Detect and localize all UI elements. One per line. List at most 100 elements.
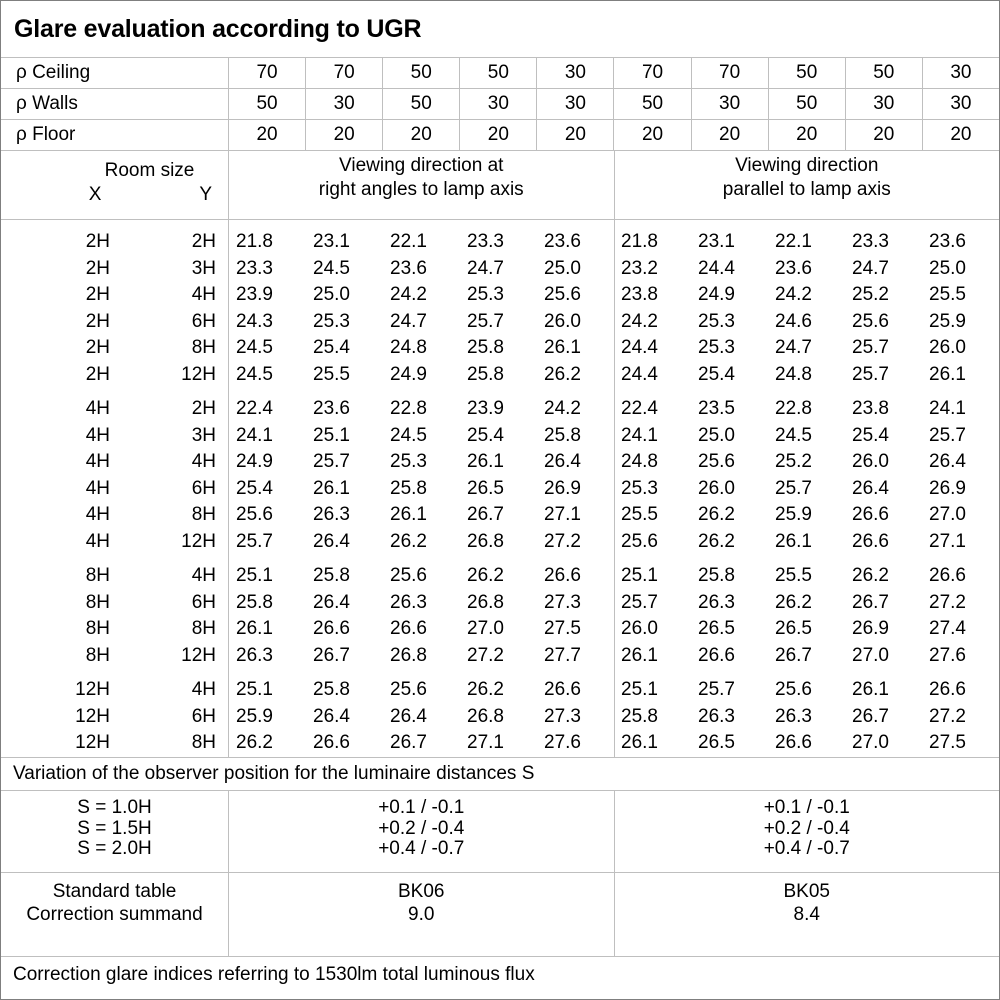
ugr-value-cell: 24.7 [390, 310, 427, 332]
ugr-value-cell: 25.1 [621, 679, 658, 700]
ugr-block: 12H 4H 25.1 25.8 25.6 26.2 26.6 25.1 25.7 25.6 26.… [1, 677, 999, 757]
room-x-cell: 2H [85, 284, 110, 305]
standard-value: BK05 [783, 881, 830, 902]
ugr-value-cell: 26.0 [929, 337, 966, 358]
ugr-value-cell: 24.7 [852, 257, 889, 279]
ugr-value-cell: 26.7 [467, 504, 504, 525]
reflectance-value: 30 [950, 93, 972, 114]
ugr-row: 2H 6H 24.3 25.3 24.7 25.7 26.0 24.2 25.3 24.6 25.6… [1, 309, 999, 336]
variation-value: +0.4 / -0.7 [763, 838, 850, 859]
ugr-value-cell: 25.6 [775, 679, 812, 700]
ugr-value-cell: 27.3 [544, 705, 581, 727]
room-y-cell: 6H [191, 705, 216, 727]
ugr-row: 8H 8H 26.1 26.6 26.6 27.0 27.5 26.0 26.5 26.5 26.9… [1, 616, 999, 643]
footer-note: Correction glare indices referring to 15… [13, 964, 535, 985]
room-y-cell: 4H [191, 565, 216, 586]
variation-s-label: S = 1.0H [77, 797, 152, 818]
reflectance-value: 50 [846, 58, 923, 88]
standard-parallel: BK05 8.4 [615, 873, 1000, 956]
standard-value: 9.0 [408, 903, 435, 925]
reflectance-row: ρ Floor 20 20 20 20 20 20 20 20 20 20 [1, 120, 999, 151]
ugr-value-cell: 24.2 [390, 284, 427, 305]
ugr-value-cell: 26.0 [852, 451, 889, 472]
room-x-cell: 8H [85, 565, 110, 586]
standard-right-angles: BK06 9.0 [229, 873, 615, 956]
ugr-value-cell: 25.6 [621, 530, 658, 552]
ugr-value-cell: 25.2 [852, 284, 889, 305]
ugr-value-cell: 26.6 [852, 530, 889, 552]
ugr-value-cell: 26.1 [929, 363, 966, 385]
ugr-value-cell: 25.8 [313, 679, 350, 700]
reflectance-value: 70 [692, 58, 769, 88]
ugr-value-cell: 25.6 [852, 310, 889, 332]
reflectance-value: 50 [460, 58, 538, 88]
room-x-cell: 4H [85, 451, 110, 472]
ugr-value-cell: 24.3 [236, 310, 273, 332]
reflectance-value: 50 [614, 89, 692, 119]
viewing-direction-line: Viewing direction [735, 155, 879, 176]
ugr-value-cell: 26.2 [775, 591, 812, 613]
ugr-value-cell: 26.5 [467, 477, 504, 499]
ugr-value-cell: 27.3 [544, 591, 581, 613]
ugr-value-cell: 26.3 [775, 705, 812, 727]
ugr-value-cell: 25.7 [775, 477, 812, 499]
room-x-cell: 4H [85, 530, 110, 552]
ugr-value-cell: 25.7 [621, 591, 658, 613]
ugr-row: 2H 8H 24.5 25.4 24.8 25.8 26.1 24.4 25.3 24.7 25.7… [1, 335, 999, 362]
room-x-cell: 12H [75, 705, 110, 727]
ugr-value-cell: 27.0 [852, 644, 889, 666]
ugr-value-cell: 23.3 [236, 257, 273, 279]
ugr-value-cell: 25.8 [390, 477, 427, 499]
room-y-cell: 6H [191, 591, 216, 613]
ugr-value-cell: 26.4 [929, 451, 966, 472]
ugr-row: 4H 3H 24.1 25.1 24.5 25.4 25.8 24.1 25.0 24.5 25.4… [1, 423, 999, 450]
page-title: Glare evaluation according to UGR [1, 1, 999, 58]
room-y-cell: 12H [181, 644, 216, 666]
ugr-value-cell: 24.6 [775, 310, 812, 332]
ugr-value-cell: 25.1 [313, 424, 350, 446]
ugr-value-cell: 27.6 [929, 644, 966, 666]
ugr-value-cell: 24.7 [467, 257, 504, 279]
ugr-value-cell: 26.0 [544, 310, 581, 332]
ugr-value-cell: 25.2 [775, 451, 812, 472]
reflectance-value: 50 [769, 58, 846, 88]
ugr-value-cell: 26.8 [467, 530, 504, 552]
ugr-value-cell: 23.8 [852, 398, 889, 419]
ugr-value-cell: 24.8 [775, 363, 812, 385]
ugr-value-cell: 23.1 [313, 231, 350, 252]
room-x-cell: 2H [85, 310, 110, 332]
ugr-value-cell: 25.8 [467, 363, 504, 385]
reflectance-value: 70 [306, 58, 384, 88]
ugr-row: 4H 2H 22.4 23.6 22.8 23.9 24.2 22.4 23.5 22.8 23.8… [1, 396, 999, 423]
ugr-value-cell: 26.1 [852, 679, 889, 700]
ugr-value-cell: 26.1 [467, 451, 504, 472]
ugr-value-cell: 24.1 [236, 424, 273, 446]
ugr-value-cell: 25.7 [929, 424, 966, 446]
ugr-row: 12H 4H 25.1 25.8 25.6 26.2 26.6 25.1 25.7 25.6 26.… [1, 677, 999, 704]
ugr-value-cell: 25.7 [698, 679, 735, 700]
ugr-value-cell: 25.6 [544, 284, 581, 305]
variation-s-label: S = 1.5H [77, 817, 152, 839]
ugr-value-cell: 26.7 [775, 644, 812, 666]
ugr-value-cell: 24.4 [621, 363, 658, 385]
variation-right-angles: +0.1 / -0.1 +0.2 / -0.4 +0.4 / -0.7 [229, 791, 615, 872]
ugr-value-cell: 26.3 [698, 705, 735, 727]
variation-value: +0.2 / -0.4 [763, 817, 850, 839]
ugr-block: 2H 2H 21.8 23.1 22.1 23.3 23.6 21.8 23.1 22.1 23.3… [1, 229, 999, 388]
room-y-cell: 12H [181, 363, 216, 385]
ugr-value-cell: 26.6 [544, 679, 581, 700]
ugr-value-cell: 26.6 [775, 732, 812, 753]
room-y-cell: 6H [191, 477, 216, 499]
ugr-value-cell: 22.4 [236, 398, 273, 419]
variation-value: +0.1 / -0.1 [378, 797, 465, 818]
ugr-value-cell: 25.7 [313, 451, 350, 472]
ugr-value-cell: 26.9 [544, 477, 581, 499]
room-x-cell: 4H [85, 504, 110, 525]
variation-s-label: S = 2.0H [77, 838, 152, 859]
ugr-value-cell: 26.3 [698, 591, 735, 613]
reflectance-value: 20 [306, 120, 384, 150]
ugr-value-cell: 24.8 [621, 451, 658, 472]
ugr-value-cell: 25.7 [852, 363, 889, 385]
reflectance-value: 70 [614, 58, 692, 88]
room-y-cell: 2H [191, 231, 216, 252]
